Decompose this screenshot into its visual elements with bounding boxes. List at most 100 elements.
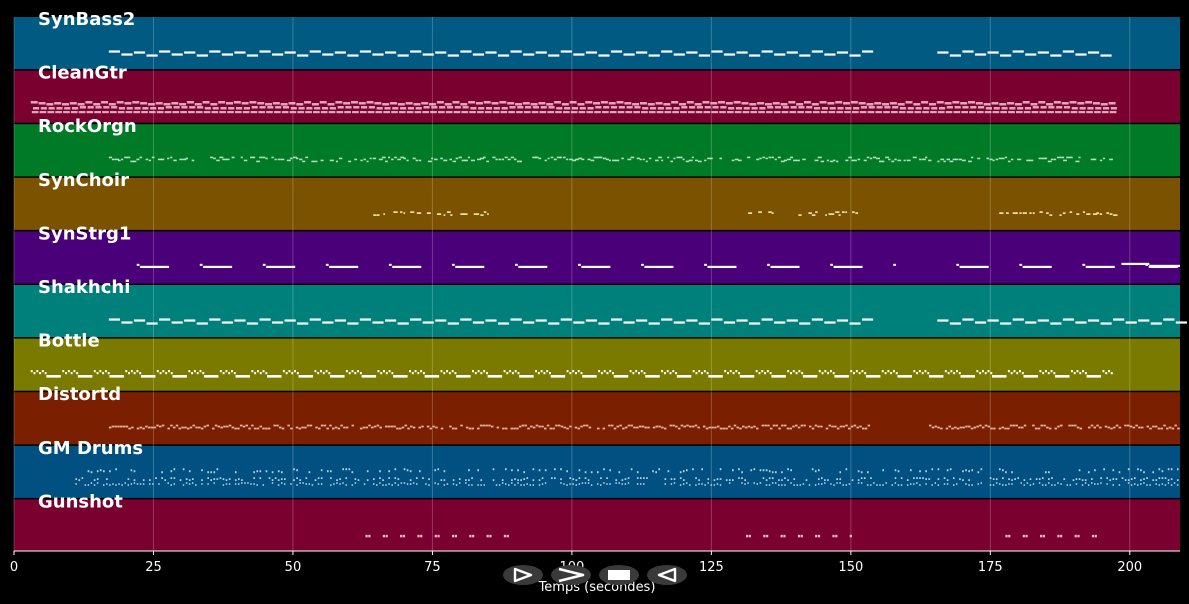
note [228,424,232,427]
note [374,102,382,105]
note [532,156,537,159]
playback-controls[interactable] [503,565,687,585]
note [624,478,627,481]
note [237,478,240,481]
note [200,427,204,430]
note [1093,158,1097,161]
note [757,102,765,105]
note [1048,106,1055,109]
note [566,470,568,473]
note [836,478,839,481]
note [492,156,496,159]
note [535,51,547,54]
note [1032,212,1035,215]
note [1085,101,1093,104]
note [548,106,555,109]
note [477,469,480,472]
note [468,484,470,486]
note [1005,212,1009,215]
note [742,425,745,428]
note [775,424,779,427]
fast-forward-button[interactable] [551,565,591,585]
note [1106,477,1109,480]
note [894,469,897,472]
note [99,469,102,472]
note [912,156,917,159]
note [680,424,684,427]
note [465,482,467,484]
note [1032,483,1035,485]
note [1044,157,1048,160]
note [599,156,603,159]
note [385,534,388,538]
note [179,479,182,482]
note [344,111,351,114]
note [532,106,539,109]
note [416,212,422,215]
note [210,156,214,159]
note [377,370,380,373]
note [540,370,543,373]
note [661,50,673,53]
note [1015,111,1023,114]
note [410,318,422,321]
note [573,321,585,324]
note [449,158,453,161]
note [906,479,909,482]
note [460,213,465,216]
note [337,106,344,109]
note [462,106,469,109]
note [703,370,706,373]
note [764,424,767,427]
note [296,372,299,375]
note [965,469,967,472]
note [185,157,189,160]
note [139,483,142,485]
note [1073,372,1076,375]
note [320,483,323,485]
note [165,372,168,375]
note [465,479,467,482]
note [506,534,509,538]
note [695,372,698,375]
note [998,483,1001,485]
note [149,479,151,482]
note [621,479,624,482]
note [114,425,117,428]
note [256,427,260,430]
note [1084,479,1087,482]
note [314,160,318,163]
note [780,534,783,538]
note [1092,213,1098,216]
play-button[interactable] [503,565,543,585]
note [758,111,765,114]
note [1024,107,1032,110]
note [366,160,369,163]
note [517,482,519,484]
note [1109,111,1117,114]
note [519,375,534,378]
note [472,534,475,538]
note [446,211,451,214]
note [1149,427,1152,430]
note [1049,214,1053,217]
note [987,51,999,54]
note [1004,427,1007,430]
note [48,107,55,110]
note [317,477,320,480]
rewind-button[interactable] [647,565,687,585]
note [262,156,266,159]
note [275,106,282,109]
note [960,102,968,105]
note [497,54,510,57]
note [305,156,309,159]
note [77,103,85,106]
note [792,425,795,428]
note [413,103,421,106]
stop-button[interactable] [599,565,639,585]
note [227,111,234,114]
note [989,484,992,486]
note [937,478,940,481]
note [851,111,859,114]
note [600,477,602,480]
